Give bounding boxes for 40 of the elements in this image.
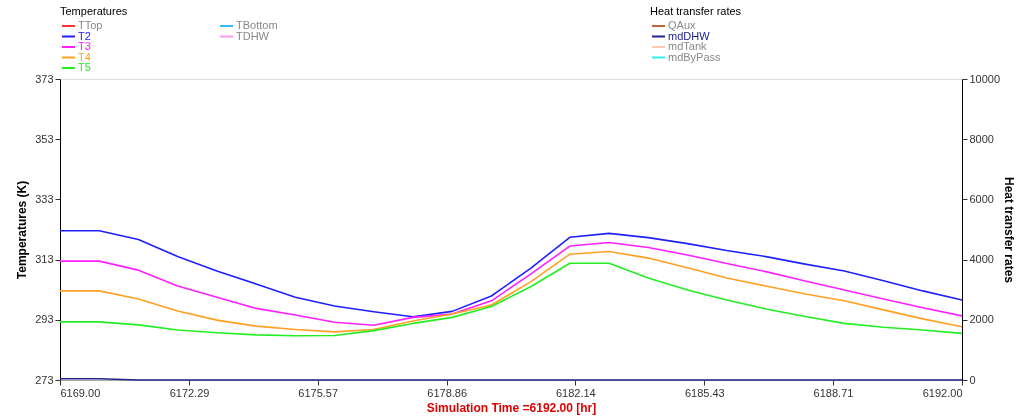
x-tick-label: 6172.29 — [169, 386, 210, 399]
y2-tick-label: 6000 — [969, 192, 994, 205]
legend-label: T5 — [78, 61, 91, 73]
legend-label: TTop — [78, 19, 103, 31]
y2-tick-label: 10000 — [969, 72, 1001, 85]
legend-label: TDHW — [236, 29, 270, 42]
legend-label: T4 — [78, 50, 91, 63]
legend-label: mdByPass — [668, 50, 722, 63]
x-tick-label: 6175.57 — [298, 386, 339, 399]
line-series — [59, 262, 963, 337]
legend-label: TBottom — [236, 19, 278, 31]
legend-label: mdDHW — [668, 29, 711, 42]
y2-tick-label: 8000 — [969, 132, 994, 145]
x-tick-label: 6192.00 — [922, 386, 963, 399]
x-axis-title: Simulation Time =6192.00 [hr] — [426, 400, 597, 415]
y-tick-label: 293 — [35, 313, 54, 326]
text: Heat transfer rates — [650, 5, 742, 17]
y-tick-label: 373 — [35, 72, 54, 85]
y-axis-title: Temperatures (K) — [15, 180, 30, 280]
line-series — [59, 229, 963, 318]
legend-label: T3 — [78, 40, 91, 52]
x-tick-label: 6188.71 — [813, 386, 854, 399]
x-tick-label: 6178.86 — [427, 386, 468, 399]
legend-label: mdTank — [668, 40, 708, 52]
x-tick-label: 6182.14 — [555, 386, 596, 399]
y2-tick-label: 4000 — [969, 253, 994, 266]
legend-label: T2 — [78, 29, 91, 42]
y-tick-label: 353 — [35, 132, 54, 145]
y2-tick-label: 0 — [969, 373, 976, 386]
y2-axis-title: Heat transfer rates — [1002, 176, 1017, 284]
x-tick-label: 6169.00 — [60, 386, 101, 399]
y-tick-label: 273 — [35, 373, 54, 386]
line-series — [59, 250, 963, 333]
legend-title: Temperatures — [60, 5, 128, 17]
y2-tick-label: 2000 — [969, 313, 994, 326]
line-series — [59, 241, 963, 327]
y-tick-label: 333 — [35, 192, 54, 205]
y-tick-label: 313 — [35, 253, 54, 266]
x-tick-label: 6185.43 — [684, 386, 725, 399]
legend-label: QAux — [668, 19, 697, 31]
